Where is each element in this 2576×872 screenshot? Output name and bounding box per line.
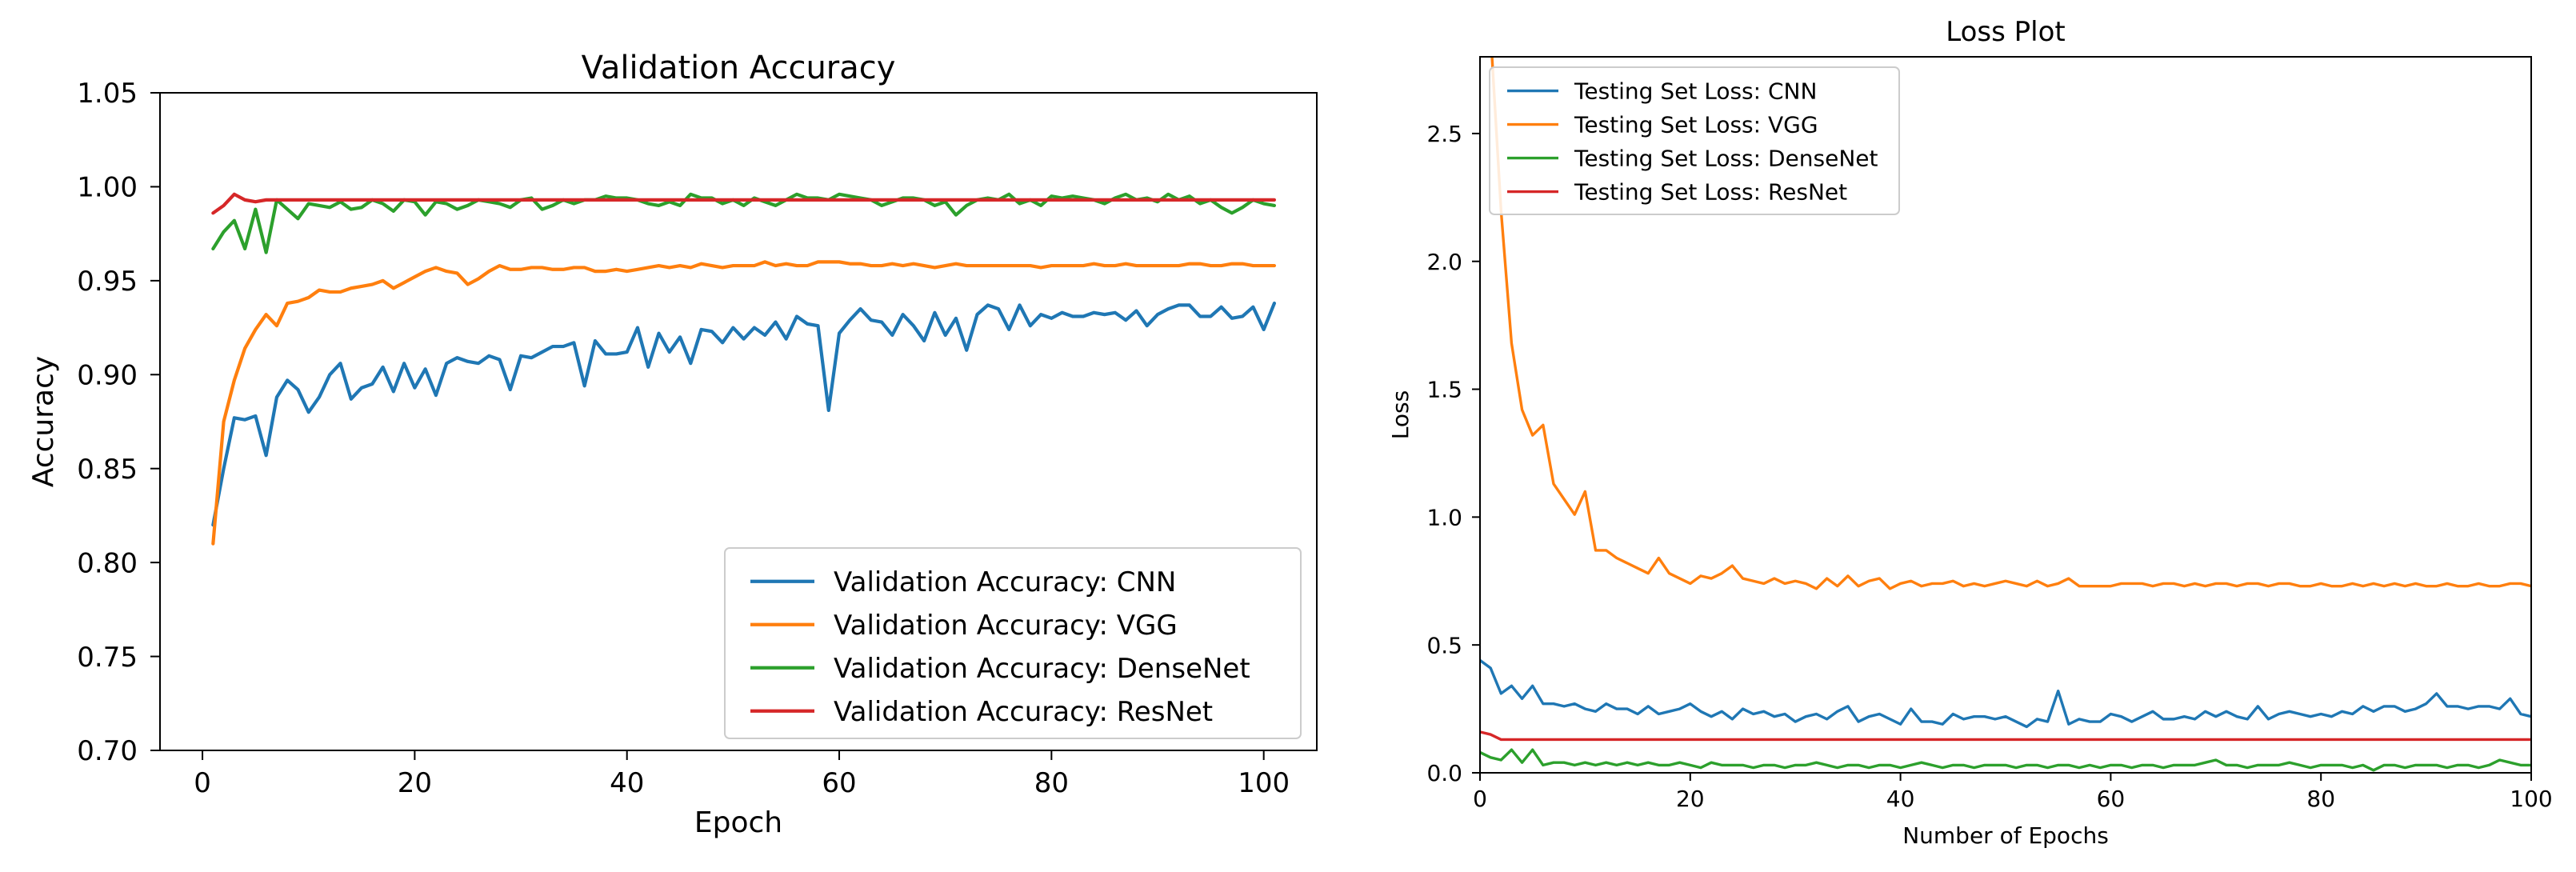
- legend-label: Validation Accuracy: VGG: [834, 610, 1178, 642]
- legend-label: Validation Accuracy: ResNet: [834, 696, 1213, 728]
- legend-label: Testing Set Loss: DenseNet: [1574, 146, 1878, 172]
- chart-0: 0 20 40 60 80 100 0.70 0.75 0.80 0.85 0.90 0.95 1.00…: [27, 50, 1318, 839]
- y-axis-label: Loss: [1387, 390, 1414, 439]
- series-line-cnn: [1480, 658, 2531, 729]
- plot-frame: [1479, 56, 2532, 774]
- series-group: [1480, 57, 2531, 772]
- x-tick-label: 0: [1473, 786, 1487, 812]
- y-tick-label: 0.80: [77, 547, 138, 579]
- x-tick-label: 100: [2510, 786, 2552, 812]
- x-tick-label: 80: [1034, 767, 1069, 799]
- chart-1: 0 20 40 60 80 100 0.0 0.5 1.0 1.5 2.0 2.5 Loss Plot N…: [1387, 16, 2553, 849]
- legend-box: [1489, 66, 1900, 215]
- legend: Testing Set Loss: CNN Testing Set Loss: V…: [1489, 66, 1900, 215]
- plot-frame: [159, 92, 1318, 751]
- legend-label: Testing Set Loss: VGG: [1574, 112, 1818, 138]
- y-tick-label: 1.0: [1426, 504, 1462, 530]
- y-tick-label: 0.85: [77, 454, 138, 486]
- y-tick-label: 0.0: [1426, 760, 1462, 786]
- x-tick-label: 20: [398, 767, 432, 799]
- x-tick-label: 0: [194, 767, 211, 799]
- y-tick-label: 2.5: [1426, 121, 1462, 147]
- x-axis-label: Number of Epochs: [1902, 822, 2109, 849]
- x-tick-label: 40: [1886, 786, 1915, 812]
- x-tick-label: 80: [2306, 786, 2335, 812]
- y-tick-label: 1.05: [77, 78, 138, 110]
- series-line-cnn: [211, 301, 1277, 527]
- y-tick-label: 0.75: [77, 642, 138, 674]
- series-line-densenet: [211, 192, 1277, 254]
- x-tick-label: 60: [822, 767, 856, 799]
- chart-title: Loss Plot: [1946, 16, 2065, 48]
- chart-title: Validation Accuracy: [582, 50, 896, 86]
- legend-label: Validation Accuracy: CNN: [834, 566, 1176, 598]
- x-tick-label: 40: [610, 767, 644, 799]
- x-tick-label: 100: [1238, 767, 1290, 799]
- x-axis-label: Epoch: [694, 806, 782, 839]
- y-tick-label: 1.00: [77, 172, 138, 204]
- y-tick-label: 2.0: [1426, 249, 1462, 275]
- series-group: [211, 192, 1277, 546]
- y-tick-label: 0.5: [1426, 632, 1462, 658]
- legend-label: Validation Accuracy: DenseNet: [834, 653, 1250, 685]
- y-tick-label: 0.90: [77, 360, 138, 392]
- legend-box: [724, 547, 1302, 739]
- series-line-vgg: [1490, 57, 2531, 590]
- series-line-densenet: [1480, 748, 2531, 772]
- x-tick-label: 60: [2097, 786, 2126, 812]
- series-line-resnet: [211, 192, 1277, 215]
- legend: Validation Accuracy: CNN Validation Accur…: [724, 547, 1302, 739]
- y-tick-label: 0.95: [77, 266, 138, 298]
- series-line-vgg: [211, 260, 1277, 546]
- y-tick-label: 1.5: [1426, 377, 1462, 403]
- legend-label: Testing Set Loss: ResNet: [1574, 179, 1847, 206]
- x-tick-label: 20: [1676, 786, 1705, 812]
- series-line-resnet: [1480, 730, 2531, 742]
- y-axis-label: Accuracy: [27, 356, 60, 487]
- y-tick-label: 0.70: [77, 735, 138, 767]
- legend-label: Testing Set Loss: CNN: [1574, 78, 1817, 105]
